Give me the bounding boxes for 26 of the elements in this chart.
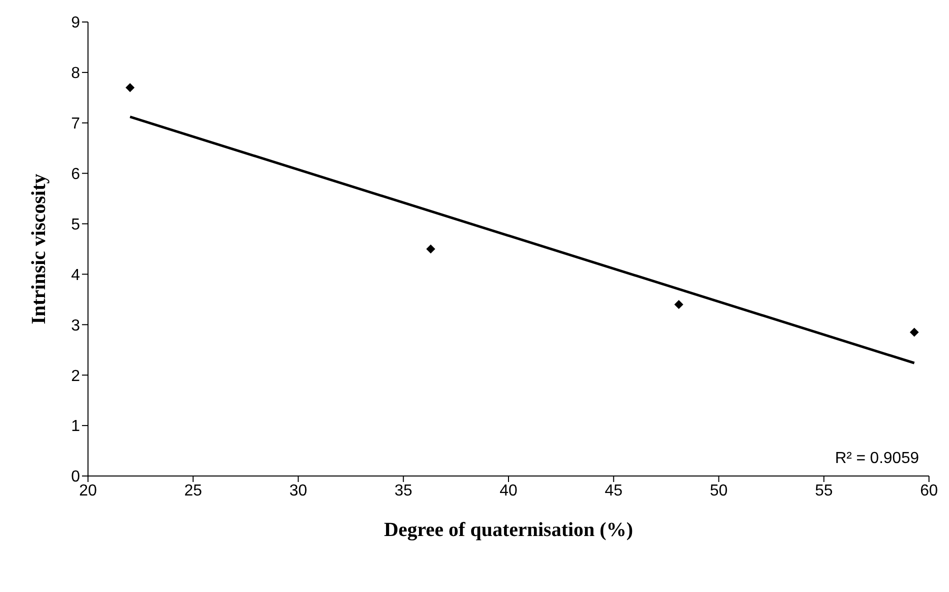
y-tick-label: 7 (71, 116, 80, 133)
y-tick-label: 8 (71, 65, 80, 82)
point (126, 83, 135, 92)
x-tick-label: 20 (79, 482, 97, 500)
point (426, 244, 436, 254)
x-tick-label: 55 (814, 482, 833, 500)
annotation: R² = 0.9059 (834, 450, 919, 468)
point (674, 300, 684, 309)
y-tick-label: 6 (71, 166, 80, 184)
y-tick-label: 1 (71, 418, 80, 436)
x-tick-label: 45 (604, 482, 623, 500)
point (910, 328, 919, 337)
y-axis-title: Intrinsic viscosity (28, 174, 50, 324)
y-tick-label: 5 (71, 216, 80, 234)
x-tick-label: 40 (500, 482, 518, 500)
y-tick-label: 0 (71, 468, 80, 486)
y-tick-label: 2 (71, 368, 80, 385)
x-tick-label: 35 (394, 482, 412, 500)
x-tick-label: 50 (710, 482, 728, 500)
y-tick-label: 4 (71, 266, 80, 284)
x-axis-title: Degree of quaternisation (%) (384, 519, 634, 541)
x-tick-label: 30 (289, 482, 308, 500)
y-tick-label: 3 (71, 317, 80, 334)
y-tick-label: 9 (71, 14, 80, 32)
x-tick-label: 25 (184, 482, 202, 500)
x-tick-label: 60 (920, 482, 938, 500)
